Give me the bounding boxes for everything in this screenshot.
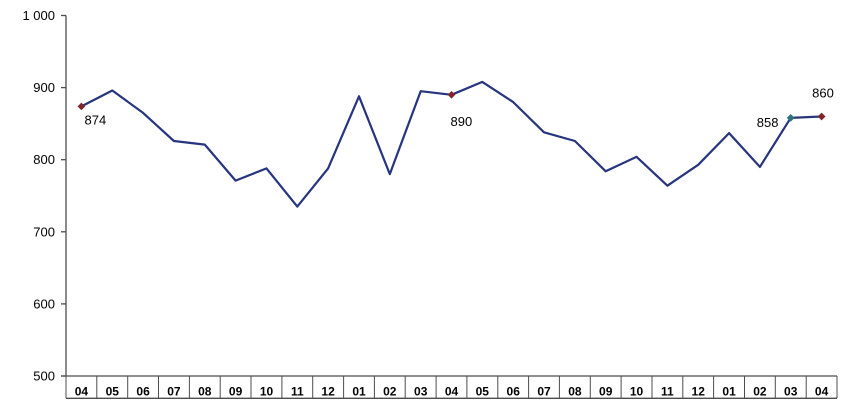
svg-text:12: 12 — [692, 385, 706, 399]
svg-text:03: 03 — [784, 385, 798, 399]
svg-text:800: 800 — [33, 152, 55, 167]
svg-text:03: 03 — [414, 385, 428, 399]
svg-text:10: 10 — [630, 385, 644, 399]
svg-text:600: 600 — [33, 296, 55, 311]
svg-text:09: 09 — [599, 385, 613, 399]
svg-text:12: 12 — [321, 385, 335, 399]
svg-text:700: 700 — [33, 224, 55, 239]
svg-text:07: 07 — [167, 385, 181, 399]
svg-text:04: 04 — [815, 385, 829, 399]
svg-text:04: 04 — [445, 385, 459, 399]
svg-text:01: 01 — [722, 385, 736, 399]
svg-text:874: 874 — [85, 113, 107, 128]
svg-text:05: 05 — [476, 385, 490, 399]
svg-text:04: 04 — [75, 385, 89, 399]
svg-text:07: 07 — [537, 385, 551, 399]
svg-text:06: 06 — [136, 385, 150, 399]
svg-text:05: 05 — [106, 385, 120, 399]
svg-text:01: 01 — [352, 385, 366, 399]
svg-text:890: 890 — [451, 114, 473, 129]
svg-text:858: 858 — [757, 115, 779, 130]
svg-text:08: 08 — [198, 385, 212, 399]
svg-text:08: 08 — [568, 385, 582, 399]
svg-text:02: 02 — [753, 385, 767, 399]
svg-text:09: 09 — [229, 385, 243, 399]
svg-text:06: 06 — [507, 385, 521, 399]
svg-text:02: 02 — [383, 385, 397, 399]
svg-text:10: 10 — [260, 385, 274, 399]
svg-text:11: 11 — [661, 385, 674, 399]
svg-text:1 000: 1 000 — [22, 8, 55, 23]
svg-text:11: 11 — [291, 385, 304, 399]
svg-text:900: 900 — [33, 80, 55, 95]
svg-text:500: 500 — [33, 369, 55, 384]
svg-text:860: 860 — [812, 86, 834, 101]
